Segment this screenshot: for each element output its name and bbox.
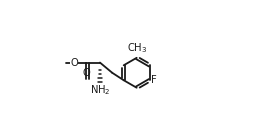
Text: O: O — [70, 58, 78, 68]
Text: NH$_2$: NH$_2$ — [90, 84, 110, 97]
Text: CH$_3$: CH$_3$ — [127, 42, 148, 55]
Text: O: O — [82, 68, 90, 78]
Text: F: F — [151, 75, 157, 85]
